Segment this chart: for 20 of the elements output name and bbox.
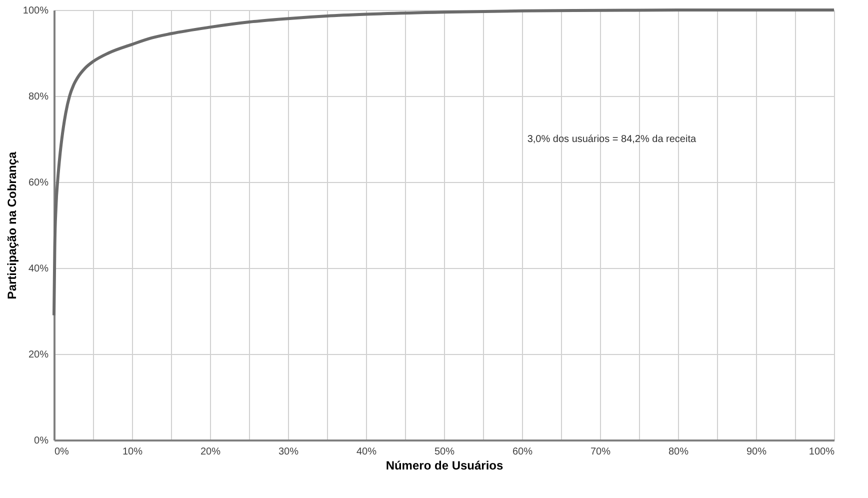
- x-tick-label: 20%: [200, 446, 221, 458]
- x-tick-label: 30%: [278, 446, 299, 458]
- y-tick-label: 100%: [22, 6, 49, 16]
- y-tick-label: 0%: [34, 436, 49, 446]
- x-tick-label: 100%: [808, 446, 835, 458]
- x-tick-label: 90%: [746, 446, 767, 458]
- x-tick-label: 50%: [434, 446, 455, 458]
- x-tick-label: 70%: [590, 446, 611, 458]
- y-tick-label: 60%: [28, 178, 49, 188]
- x-tick-label: 40%: [356, 446, 377, 458]
- y-tick-label: 80%: [28, 92, 49, 102]
- y-axis-title: Participação na Cobrança: [4, 151, 19, 300]
- x-tick-label: 60%: [512, 446, 533, 458]
- x-tick-label: 10%: [122, 446, 143, 458]
- y-tick-label: 20%: [28, 350, 49, 360]
- y-tick-label: 40%: [28, 264, 49, 274]
- annotation: 3,0% dos usuários = 84,2% da receita: [527, 134, 696, 145]
- x-axis-title: Número de Usuários: [386, 458, 504, 472]
- x-tick-label: 80%: [668, 446, 689, 458]
- x-tick-label: 0%: [54, 446, 70, 458]
